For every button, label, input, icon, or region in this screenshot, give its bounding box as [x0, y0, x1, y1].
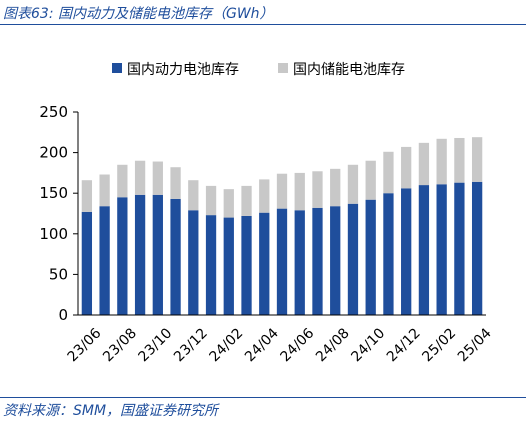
bar-storage-battery	[347, 164, 359, 204]
bar-power-battery	[312, 207, 323, 315]
bar-power-battery	[99, 206, 110, 315]
bar-power-battery	[276, 208, 288, 315]
bar-storage-battery	[152, 161, 163, 195]
x-tick-label: 25/04	[455, 325, 495, 365]
x-tick-label: 24/08	[313, 325, 353, 365]
x-tick-label: 23/10	[136, 325, 176, 365]
x-tick-label: 23/12	[171, 325, 211, 365]
bar-storage-battery	[401, 146, 412, 189]
bar-storage-battery	[99, 174, 110, 207]
bar-storage-battery	[294, 172, 305, 211]
bar-storage-battery	[134, 160, 146, 195]
source-rule	[0, 397, 526, 398]
bar-storage-battery	[454, 137, 465, 183]
x-tick-label: 24/02	[207, 325, 247, 365]
bar-storage-battery	[259, 179, 270, 213]
y-tick-label: 200	[39, 144, 68, 162]
bar-power-battery	[152, 194, 163, 315]
bar-storage-battery	[81, 180, 93, 212]
bar-storage-battery	[383, 151, 394, 194]
bar-power-battery	[347, 203, 359, 315]
title-rule	[0, 24, 526, 25]
x-tick-label: 23/06	[65, 325, 105, 365]
y-tick-label: 50	[49, 265, 68, 283]
y-tick-label: 150	[39, 184, 68, 202]
y-tick-label: 250	[39, 103, 68, 121]
legend-label-power: 国内动力电池库存	[127, 62, 239, 78]
y-tick-label: 0	[58, 306, 68, 324]
bar-power-battery	[205, 215, 217, 315]
y-axis: 0 50 100 150 200 250	[39, 103, 79, 324]
bar-storage-battery	[188, 180, 199, 211]
bar-storage-battery	[471, 137, 483, 182]
chart-legend: 国内动力电池库存 国内储能电池库存	[112, 62, 405, 78]
bar-storage-battery	[330, 168, 341, 207]
bar-power-battery	[418, 185, 430, 315]
bar-power-battery	[471, 181, 483, 315]
bar-series	[81, 137, 483, 315]
bar-storage-battery	[241, 185, 252, 216]
bar-power-battery	[436, 184, 447, 315]
bar-power-battery	[259, 212, 270, 315]
bar-power-battery	[365, 199, 376, 315]
x-tick-label: 24/06	[277, 325, 317, 365]
bar-power-battery	[330, 206, 341, 315]
x-tick-label: 24/10	[348, 325, 388, 365]
bar-power-battery	[170, 198, 181, 315]
x-axis: 23/0623/0823/1023/1224/0224/0424/0624/08…	[65, 314, 495, 365]
bar-power-battery	[134, 194, 146, 315]
x-tick-label: 24/04	[242, 325, 282, 365]
bar-power-battery	[454, 182, 465, 315]
bar-power-battery	[223, 217, 234, 315]
bar-power-battery	[81, 211, 93, 315]
bar-power-battery	[188, 210, 199, 315]
bar-storage-battery	[276, 173, 288, 209]
x-tick-label: 25/02	[419, 325, 459, 365]
bar-power-battery	[294, 210, 305, 315]
bar-storage-battery	[365, 160, 376, 200]
bar-power-battery	[241, 215, 252, 315]
bar-power-battery	[383, 193, 394, 315]
x-tick-label: 24/12	[384, 325, 424, 365]
legend-swatch-power	[112, 63, 122, 73]
source-note: 资料来源：SMM，国盛证券研究所	[3, 403, 219, 419]
y-tick-label: 100	[39, 225, 68, 243]
bar-storage-battery	[418, 142, 430, 186]
bar-power-battery	[401, 188, 412, 315]
legend-swatch-storage	[278, 63, 288, 73]
figure-title: 图表63: 国内动力及储能电池库存（GWh）	[3, 6, 274, 22]
bar-storage-battery	[205, 185, 217, 216]
bar-storage-battery	[117, 164, 128, 198]
bar-storage-battery	[436, 138, 447, 185]
bar-power-battery	[117, 197, 128, 315]
x-tick-label: 23/08	[100, 325, 140, 365]
bar-storage-battery	[170, 167, 181, 199]
legend-label-storage: 国内储能电池库存	[293, 62, 405, 78]
bar-storage-battery	[223, 189, 234, 218]
bar-storage-battery	[312, 171, 323, 208]
